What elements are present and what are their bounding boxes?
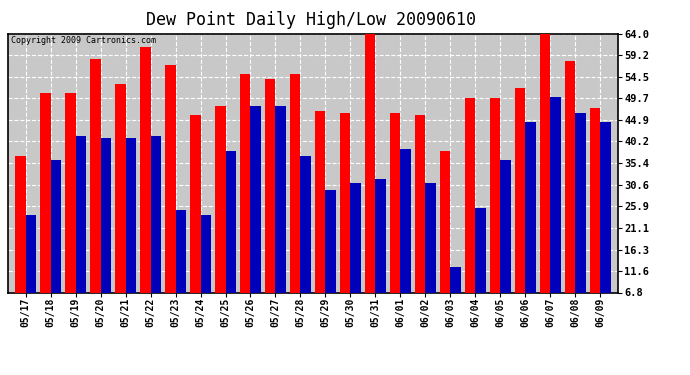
Bar [600, 122, 611, 323]
Bar [175, 210, 186, 323]
Bar [465, 99, 475, 323]
Bar [15, 156, 26, 323]
Bar [340, 113, 351, 323]
Bar [240, 75, 250, 323]
Bar [540, 29, 550, 323]
Bar [490, 99, 500, 323]
Bar [415, 115, 425, 323]
Bar [115, 84, 126, 323]
Bar [425, 183, 436, 323]
Bar [165, 65, 175, 323]
Bar [575, 113, 586, 323]
Bar [400, 149, 411, 323]
Bar [101, 138, 111, 323]
Bar [315, 111, 326, 323]
Bar [66, 93, 76, 323]
Bar [51, 160, 61, 323]
Bar [515, 88, 525, 323]
Bar [126, 138, 136, 323]
Bar [76, 135, 86, 323]
Bar [500, 160, 511, 323]
Bar [201, 215, 211, 323]
Bar [150, 135, 161, 323]
Bar [365, 29, 375, 323]
Bar [525, 122, 535, 323]
Bar [550, 97, 560, 323]
Bar [589, 108, 600, 323]
Bar [564, 61, 575, 323]
Bar [90, 58, 101, 323]
Text: Dew Point Daily High/Low 20090610: Dew Point Daily High/Low 20090610 [146, 11, 475, 29]
Bar [451, 267, 461, 323]
Bar [265, 79, 275, 323]
Bar [290, 75, 300, 323]
Bar [326, 190, 336, 323]
Bar [250, 106, 261, 323]
Text: Copyright 2009 Cartronics.com: Copyright 2009 Cartronics.com [11, 36, 157, 45]
Bar [300, 156, 311, 323]
Bar [140, 47, 150, 323]
Bar [351, 183, 361, 323]
Bar [226, 152, 236, 323]
Bar [440, 152, 451, 323]
Bar [375, 178, 386, 323]
Bar [40, 93, 51, 323]
Bar [475, 208, 486, 323]
Bar [390, 113, 400, 323]
Bar [215, 106, 226, 323]
Bar [190, 115, 201, 323]
Bar [275, 106, 286, 323]
Bar [26, 215, 37, 323]
